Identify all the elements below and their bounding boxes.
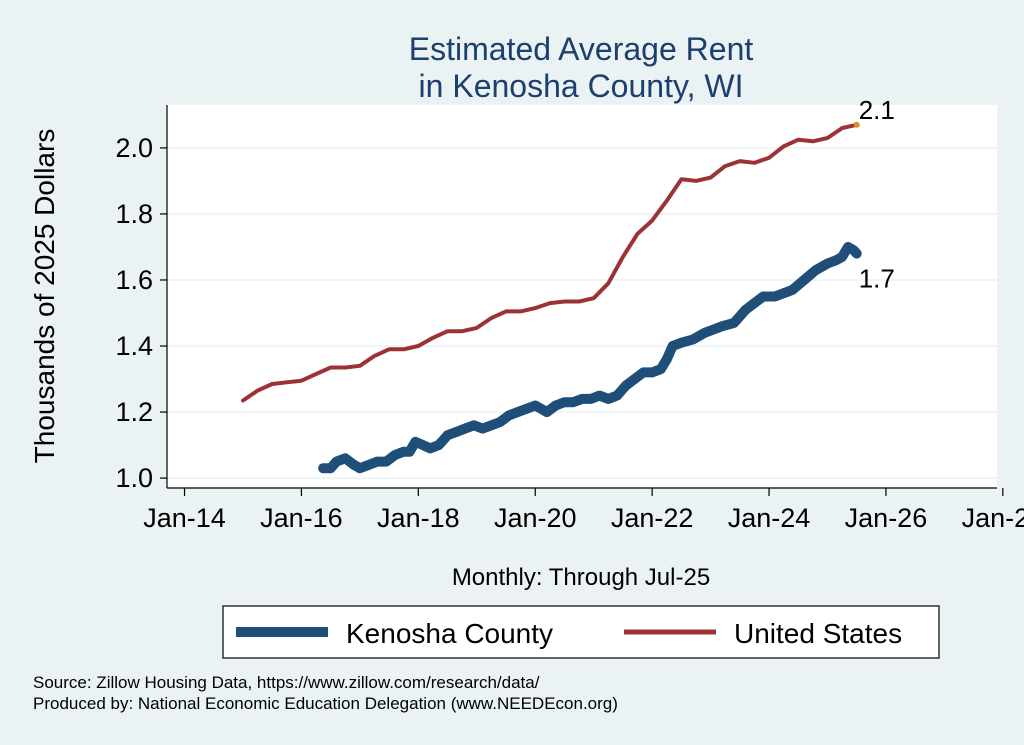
chart-title-line-1: Estimated Average Rent [409,31,754,67]
legend-box [222,605,940,659]
axes: 1.0 1.2 1.4 1.6 1.8 2.0 Jan-14 Jan-16 Jan-18 Jan-… [115,105,1024,533]
end-label-united-states: 2.1 [859,95,895,125]
y-tick-label: 1.6 [115,265,153,295]
legend-label-kenosha: Kenosha County [346,618,553,649]
x-tick-label: Jan-26 [845,503,928,533]
y-tick-label: 1.0 [115,463,153,493]
x-tick-label: Jan-28 [962,503,1024,533]
y-tick-label: 1.8 [115,199,153,229]
produced-by-line: Produced by: National Economic Education… [33,694,618,713]
x-axis-label: Monthly: Through Jul-25 [452,564,710,591]
x-tick-label: Jan-20 [494,503,577,533]
x-tick-label: Jan-18 [377,503,460,533]
legend-label-united-states: United States [734,618,902,649]
x-tick-label: Jan-14 [143,503,226,533]
y-axis-label: Thousands of 2025 Dollars [29,129,60,464]
end-marker-united-states [853,121,860,128]
grid-lines [167,147,997,479]
y-tick-label: 2.0 [115,133,153,163]
x-tick-label: Jan-22 [611,503,694,533]
source-line: Source: Zillow Housing Data, https://www… [33,673,540,692]
series-layer: 1.7 2.1 [241,95,895,474]
y-tick-label: 1.4 [115,331,153,361]
series-line-united-states [241,122,859,403]
series-line-kenosha [318,242,862,474]
x-tick-label: Jan-16 [260,503,343,533]
y-tick-label: 1.2 [115,397,153,427]
plot-area [167,105,997,488]
chart-title-line-2: in Kenosha County, WI [419,68,744,104]
end-label-kenosha: 1.7 [859,264,895,294]
x-tick-label: Jan-24 [728,503,811,533]
